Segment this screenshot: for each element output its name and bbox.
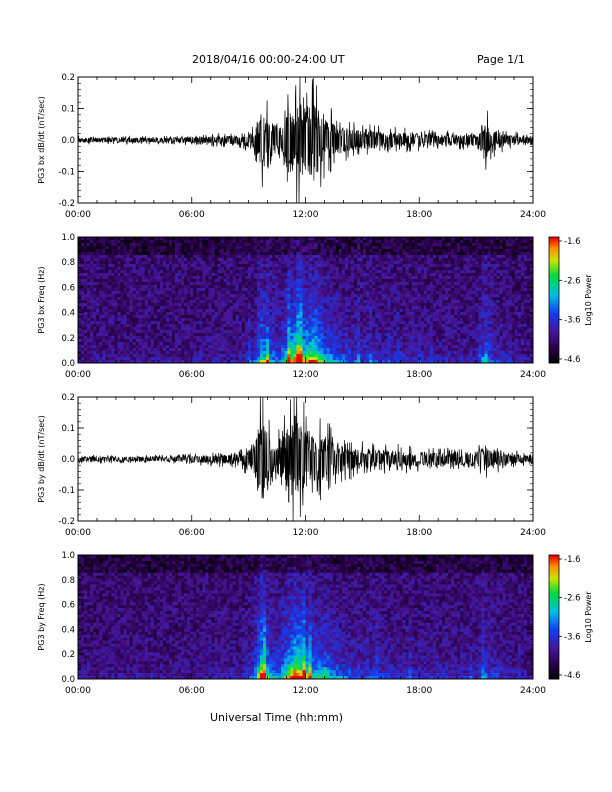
x-tick-label: 18:00 [406,686,432,696]
colorbar-tick-label: -3.6 [564,316,581,326]
x-axis-label: Universal Time (hh:mm) [210,711,343,724]
plot-frame [77,236,534,364]
y-tick-label: 0.6 [61,283,75,293]
y-tick-label: 0.0 [61,136,75,146]
colorbar-2: -1.6 -2.6 -3.6 -4.6 Log10 Power [548,236,593,365]
y-tick-label: 0.0 [61,455,75,465]
x-tick-label: 12:00 [293,686,319,696]
y-tick-label: 0.2 [61,73,75,83]
series-line [78,77,533,203]
y-axis-label: PG3 bx Freq (Hz) [37,266,46,333]
y-tick-label: 0.4 [61,625,75,635]
x-tick-label: 24:00 [520,370,546,380]
x-tick-label: 00:00 [65,528,91,538]
y-tick-label: 0.2 [61,334,75,344]
x-tick-label: 12:00 [293,210,319,220]
axes-3: 00:00 06:00 12:00 18:00 24:00 -0.2 -0.1 0.0 0.1 0… [37,393,546,538]
y-tick-label: -0.2 [58,517,75,527]
colorbar-4: -1.6 -2.6 -3.6 -4.6 Log10 Power [548,554,593,681]
x-tick-label: 12:00 [293,370,319,380]
x-tick-label: 24:00 [520,210,546,220]
y-tick-label: 0.8 [61,258,75,268]
spectrogram-2 [78,237,534,364]
colorbar-tick-label: -4.6 [564,671,581,681]
page-number: Page 1/1 [477,53,525,66]
x-tick-label: 00:00 [65,210,91,220]
y-tick-label: 0.4 [61,309,75,319]
plot-frame [77,76,534,204]
x-tick-label: 18:00 [406,528,432,538]
y-tick-label: 0.8 [61,576,75,586]
axes-1: 00:00 06:00 12:00 18:00 24:00 -0.2 -0.1 0.0 0.1 0… [37,73,546,220]
y-tick-label: -0.1 [58,486,75,496]
x-tick-label: 00:00 [65,370,91,380]
colorbar-tick-label: -2.6 [564,594,581,604]
colorbar-tick-label: -3.6 [564,632,581,642]
x-tick-label: 06:00 [179,210,205,220]
y-tick-label: 1.0 [61,233,75,243]
colorbar-label: Log10 Power [584,591,593,643]
colorbar-tick-label: -1.6 [564,555,581,565]
y-tick-label: 0.1 [61,424,75,434]
x-tick-label: 12:00 [293,528,319,538]
y-tick-label: 1.0 [61,551,75,561]
y-tick-label: 0.2 [61,650,75,660]
y-tick-label: 0.1 [61,105,75,115]
y-tick-label: -0.2 [58,199,75,209]
y-axis-label: PG3 by dB/dt (nT/sec) [37,415,46,502]
y-tick-label: 0.0 [61,675,75,685]
page-title: 2018/04/16 00:00-24:00 UT [192,53,345,66]
y-tick-label: -0.1 [58,168,75,178]
plot-frame [77,396,534,522]
colorbar-tick-label: -2.6 [564,276,581,286]
y-axis-label: PG3 bx dB/dt (nT/sec) [37,96,46,183]
y-tick-label: 0.2 [61,393,75,403]
colorbar-tick-label: -1.6 [564,237,581,247]
axes-4: 00:00 06:00 12:00 18:00 24:00 0.0 0.2 0.4 0.6 0.8… [37,551,546,696]
y-tick-label: 0.0 [61,359,75,369]
x-tick-label: 00:00 [65,686,91,696]
colorbar-tick-label: -4.6 [564,355,581,365]
x-tick-label: 18:00 [406,370,432,380]
colorbar-label: Log10 Power [584,274,593,326]
y-axis-label: PG3 by Freq (Hz) [37,583,46,650]
plot-frame [77,554,534,680]
axes-2: 00:00 06:00 12:00 18:00 24:00 0.0 0.2 0.4 0.6 0.8… [37,233,546,380]
x-tick-label: 24:00 [520,686,546,696]
x-tick-label: 06:00 [179,686,205,696]
spectrogram-4 [78,555,534,680]
x-tick-label: 24:00 [520,528,546,538]
x-tick-label: 06:00 [179,370,205,380]
y-tick-label: 0.6 [61,601,75,611]
x-tick-label: 06:00 [179,528,205,538]
series-line [78,397,533,521]
x-tick-label: 18:00 [406,210,432,220]
